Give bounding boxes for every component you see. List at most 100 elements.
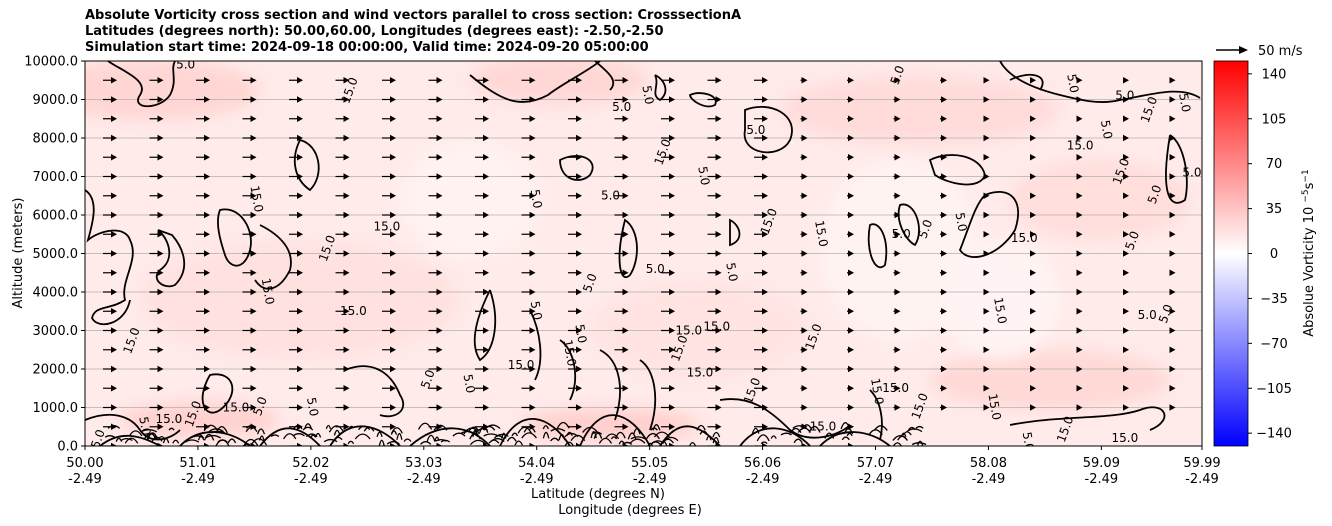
wind-arrow-head — [297, 231, 303, 238]
wind-arrow-head — [111, 308, 117, 315]
wind-arrow — [983, 173, 990, 180]
wind-arrow — [983, 404, 990, 411]
wind-arrow-head — [669, 77, 675, 84]
wind-arrow — [335, 192, 350, 199]
contour-line — [529, 309, 542, 381]
wind-arrow — [800, 231, 808, 238]
wind-arrow — [940, 385, 947, 392]
wind-arrow — [707, 115, 722, 122]
wind-arrow-head — [801, 346, 808, 353]
wind-arrow-head — [111, 404, 117, 411]
contour-line — [651, 440, 665, 444]
wind-arrow — [289, 173, 303, 180]
x-tick-label-lon: -2.49 — [859, 472, 893, 487]
wind-arrow — [661, 134, 675, 142]
wind-arrow-head — [343, 250, 350, 257]
wind-arrow-head — [436, 442, 443, 446]
wind-arrow — [568, 423, 582, 430]
wind-arrow-head — [483, 192, 489, 199]
wind-arrow — [428, 250, 443, 257]
wind-arrow-head — [576, 385, 582, 392]
contour-line — [780, 432, 792, 436]
wind-arrow-head — [1076, 96, 1083, 103]
wind-arrow-head — [436, 404, 443, 411]
contour-label: 15.0 — [561, 339, 579, 368]
wind-arrow — [103, 154, 117, 161]
wind-arrow-head — [576, 115, 582, 122]
wind-arrow-head — [1123, 211, 1129, 219]
wind-arrow — [661, 346, 675, 353]
wind-arrow-head — [576, 269, 582, 276]
wind-arrow-head — [343, 96, 350, 103]
contour-label: 15.0 — [259, 277, 277, 306]
wind-arrow-head — [622, 308, 629, 315]
contour-line — [689, 92, 717, 108]
wind-arrow-head — [983, 134, 990, 142]
contour-line — [824, 432, 835, 439]
contour-label: 15.0 — [340, 304, 367, 318]
wind-arrow — [521, 231, 536, 238]
wind-arrow — [242, 288, 257, 296]
wind-arrow-head — [576, 134, 582, 142]
wind-arrow-head — [390, 192, 396, 199]
contour-line — [582, 426, 599, 433]
contour-label: 5.0 — [1145, 183, 1165, 206]
wind-arrow — [800, 96, 808, 103]
wind-arrow — [428, 134, 443, 142]
wind-arrow — [661, 269, 675, 276]
contour-line — [604, 433, 620, 440]
field-region — [780, 75, 1060, 145]
wind-arrow — [1123, 269, 1129, 276]
wind-arrow-head — [801, 134, 808, 142]
contour-line — [808, 425, 821, 433]
quiver-key-label: 50 m/s — [1258, 44, 1303, 59]
wind-arrow — [149, 269, 164, 276]
wind-arrow-head — [1123, 365, 1129, 373]
y-tick-label: 0.0 — [57, 440, 78, 455]
wind-arrow-head — [669, 134, 675, 142]
contour-line — [869, 389, 883, 441]
wind-arrow-head — [762, 346, 768, 353]
quiver-key: 50 m/s — [1216, 44, 1303, 59]
wind-arrow-head — [204, 365, 210, 373]
wind-arrow — [149, 115, 164, 122]
contour-line — [699, 430, 708, 435]
wind-arrow-head — [1076, 231, 1083, 238]
wind-arrow-head — [111, 385, 117, 392]
wind-arrow — [521, 346, 536, 353]
wind-arrow-head — [715, 173, 722, 180]
wind-arrow-head — [1169, 231, 1176, 238]
wind-arrow — [940, 269, 947, 276]
wind-arrow-head — [941, 404, 947, 411]
wind-arrow-head — [848, 269, 854, 276]
wind-arrow-head — [715, 423, 722, 430]
wind-arrow — [1030, 173, 1036, 180]
wind-arrow-head — [297, 154, 303, 161]
contour-line — [653, 431, 670, 438]
contour-label: 15.0 — [810, 420, 837, 434]
wind-arrow — [196, 115, 210, 122]
wind-arrow-head — [576, 211, 582, 219]
wind-arrow-head — [529, 134, 536, 142]
wind-arrow — [289, 327, 303, 334]
wind-arrow-head — [1076, 192, 1083, 199]
wind-arrow-head — [343, 231, 350, 238]
wind-arrow — [568, 154, 582, 161]
wind-arrow-head — [204, 250, 210, 257]
wind-arrow-head — [297, 250, 303, 257]
wind-arrow — [983, 327, 990, 334]
contour-line — [140, 429, 158, 433]
wind-arrow-head — [111, 365, 117, 373]
contour-line — [610, 436, 618, 440]
wind-arrow-head — [762, 308, 768, 315]
wind-arrow — [614, 365, 629, 373]
contour-line — [650, 427, 658, 431]
wind-arrow — [382, 192, 396, 199]
wind-arrow-head — [390, 154, 396, 161]
wind-arrow — [149, 288, 164, 296]
wind-arrow — [754, 288, 768, 296]
wind-arrow — [521, 250, 536, 257]
wind-arrow — [568, 385, 582, 392]
wind-arrow — [1076, 211, 1083, 219]
wind-arrow — [289, 442, 303, 446]
